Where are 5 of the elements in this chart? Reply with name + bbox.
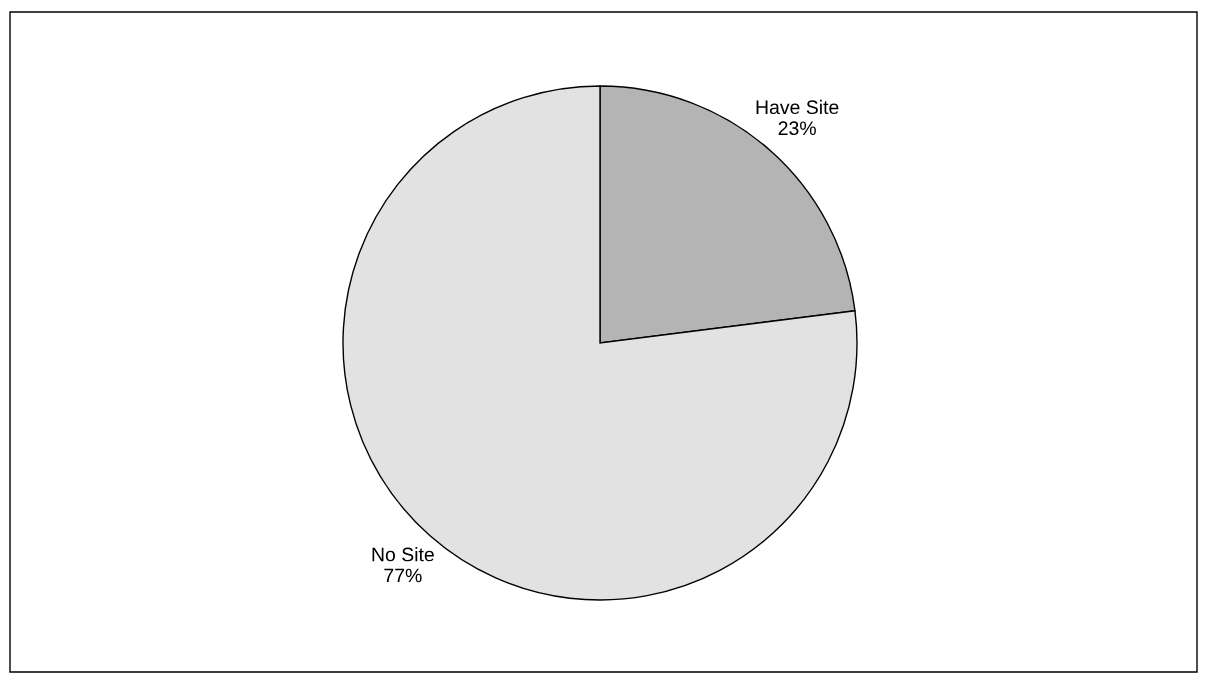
slice-label: No Site [372, 547, 434, 562]
slice-label: Have Site [756, 99, 839, 115]
data-label: 23% [778, 121, 816, 136]
pie-slice [342, 85, 858, 601]
data-label: 77% [384, 568, 422, 583]
